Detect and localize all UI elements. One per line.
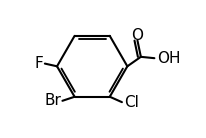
Text: Cl: Cl bbox=[124, 95, 139, 110]
Text: OH: OH bbox=[157, 51, 181, 66]
Text: Br: Br bbox=[44, 93, 61, 108]
Text: F: F bbox=[35, 56, 43, 71]
Text: O: O bbox=[131, 28, 144, 43]
